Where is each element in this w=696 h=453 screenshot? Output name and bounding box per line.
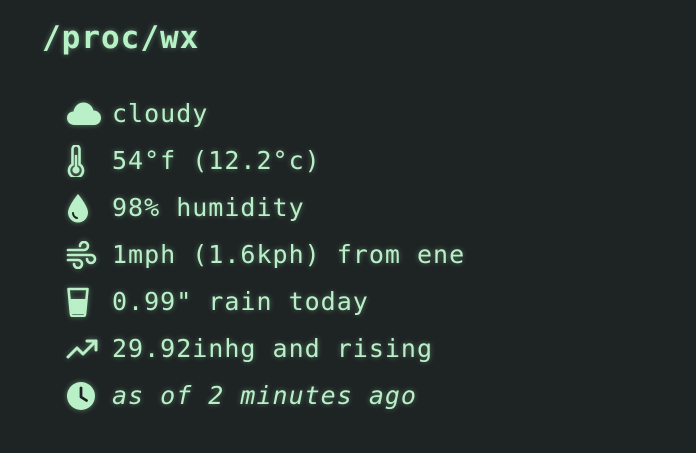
rain-text: 0.99" rain today <box>112 287 369 316</box>
temperature-text: 54°f (12.2°c) <box>112 146 321 175</box>
droplet-icon <box>66 190 112 226</box>
wind-icon <box>66 237 112 273</box>
thermometer-icon <box>66 143 112 179</box>
wind-text: 1mph (1.6kph) from ene <box>112 240 466 269</box>
pressure-row: 29.92inhg and rising <box>66 325 465 372</box>
updated-text: as of 2 minutes ago <box>112 381 417 410</box>
humidity-text: 98% humidity <box>112 193 305 222</box>
condition-text: cloudy <box>112 99 209 128</box>
updated-row: as of 2 minutes ago <box>66 372 465 419</box>
rain-row: 0.99" rain today <box>66 278 465 325</box>
wind-row: 1mph (1.6kph) from ene <box>66 231 465 278</box>
page-title: /proc/wx <box>42 20 200 56</box>
condition-row: cloudy <box>66 90 465 137</box>
trending-up-icon <box>66 331 112 367</box>
cloud-icon <box>66 96 112 132</box>
temperature-row: 54°f (12.2°c) <box>66 137 465 184</box>
clock-icon <box>66 378 112 414</box>
glass-icon <box>66 284 112 320</box>
pressure-text: 29.92inhg and rising <box>112 334 434 363</box>
weather-list: cloudy 54°f (12.2°c) 98% humidity <box>66 90 465 419</box>
humidity-row: 98% humidity <box>66 184 465 231</box>
